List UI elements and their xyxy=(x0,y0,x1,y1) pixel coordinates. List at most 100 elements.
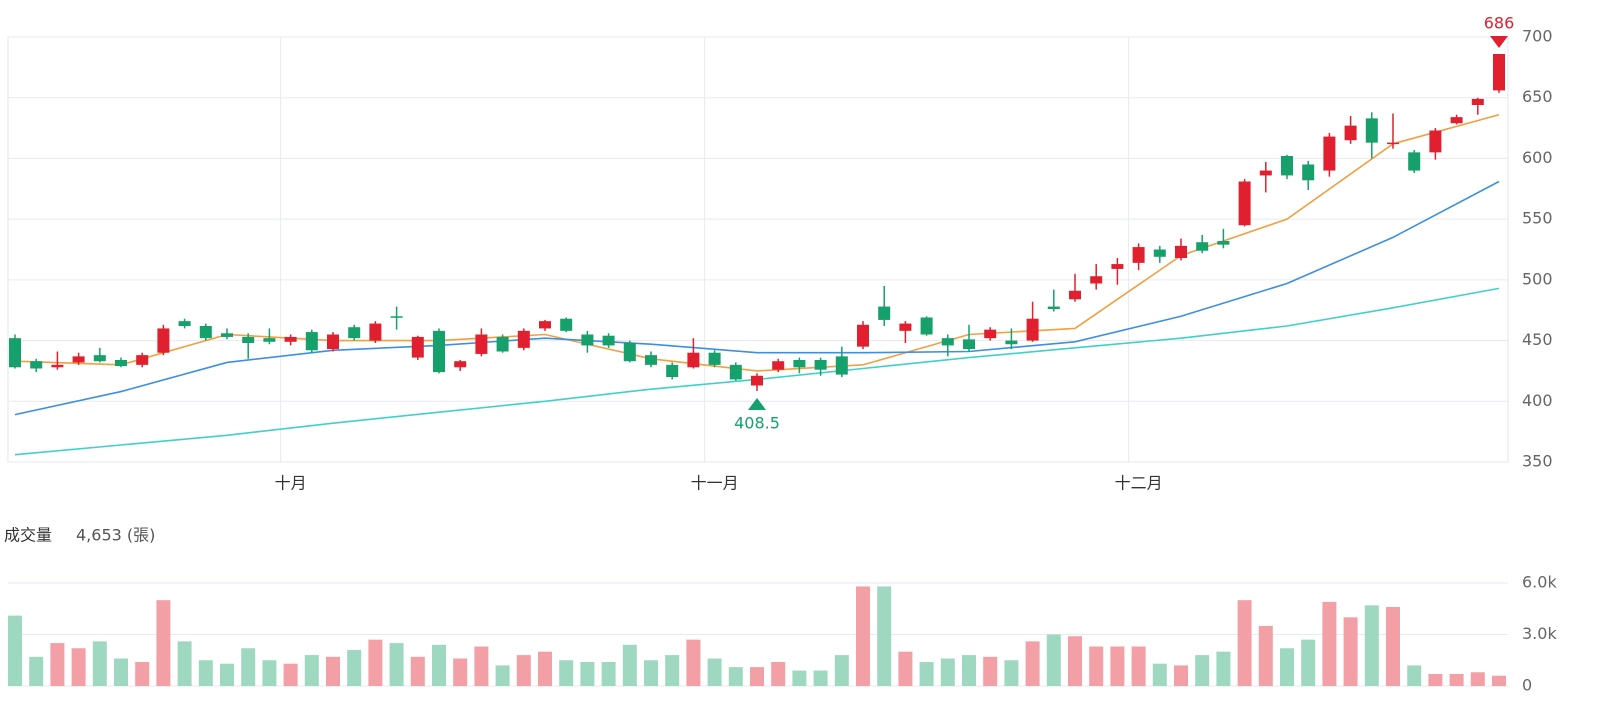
candle-body xyxy=(433,330,445,373)
candle-body xyxy=(1026,318,1039,341)
candle-body xyxy=(1302,164,1315,181)
candle-body xyxy=(623,343,636,362)
candle-body xyxy=(242,336,255,343)
volume-bar xyxy=(1237,600,1252,686)
candle-body xyxy=(899,323,912,331)
low-marker xyxy=(748,397,766,410)
volume-bar xyxy=(813,670,828,686)
volume-bar xyxy=(898,651,913,686)
x-tick-label: 十一月 xyxy=(691,474,739,493)
volume-bar xyxy=(1322,601,1337,686)
volume-bar xyxy=(622,644,637,686)
candle-body xyxy=(1153,249,1166,257)
candle-body xyxy=(327,334,339,350)
volume-bar xyxy=(686,639,701,686)
candle-body xyxy=(72,356,85,363)
volume-bar xyxy=(1492,675,1506,686)
candle-body xyxy=(1238,181,1251,226)
candle-body xyxy=(729,364,742,380)
y-tick-label: 3.0k xyxy=(1522,624,1557,643)
candle-body xyxy=(772,361,785,370)
volume-bar xyxy=(114,658,128,686)
volume-bar xyxy=(1280,648,1294,686)
volume-bar xyxy=(29,656,44,686)
candle-body xyxy=(1090,276,1103,284)
volume-bar xyxy=(940,658,955,686)
volume-bar xyxy=(1343,617,1358,686)
candle-body xyxy=(814,360,827,370)
price-frame xyxy=(7,36,1509,463)
volume-bar xyxy=(1068,636,1082,686)
volume-bar xyxy=(1174,665,1188,686)
candle-body xyxy=(157,328,170,353)
volume-bar xyxy=(1089,646,1104,686)
candle-body xyxy=(857,324,869,347)
y-tick-label: 350 xyxy=(1522,452,1553,471)
candle-body xyxy=(878,306,891,320)
y-tick-label: 700 xyxy=(1522,27,1553,46)
volume-bar xyxy=(516,655,531,686)
candle-body xyxy=(645,355,657,365)
volume-bar xyxy=(1004,660,1019,686)
candle-body xyxy=(1005,340,1018,345)
volume-bar xyxy=(347,649,362,686)
y-tick-label: 500 xyxy=(1522,269,1553,288)
volume-bar xyxy=(410,656,425,686)
volume-bar xyxy=(495,665,510,686)
candle-body xyxy=(369,323,382,341)
volume-bar xyxy=(474,646,489,686)
volume-bar xyxy=(919,661,934,686)
x-tick-label: 十月 xyxy=(275,474,307,493)
candle-body xyxy=(1450,117,1463,124)
candle-body xyxy=(390,316,403,318)
volume-bar xyxy=(1470,672,1485,686)
candle-body xyxy=(963,339,975,350)
candle-body xyxy=(941,338,954,346)
volume-bar xyxy=(1407,665,1422,686)
candle-body xyxy=(581,334,594,346)
volume-bar xyxy=(559,660,574,686)
volume-bar xyxy=(665,655,680,686)
candle-body xyxy=(1471,98,1484,105)
moving-average-line xyxy=(14,113,1500,372)
candle-body xyxy=(1175,245,1187,258)
volume-bar xyxy=(262,660,277,686)
volume-bar xyxy=(92,641,107,686)
volume-bar xyxy=(241,648,256,686)
candle-body xyxy=(984,329,997,339)
candle-body xyxy=(221,333,233,337)
candle-body xyxy=(1217,241,1230,245)
volume-bar xyxy=(856,586,870,686)
y-tick-label: 6.0k xyxy=(1522,573,1557,592)
volume-bar xyxy=(877,586,892,686)
candle-body xyxy=(1365,118,1378,143)
high-label: 686 xyxy=(1484,14,1515,33)
candle-body xyxy=(136,355,149,365)
low-label: 408.5 xyxy=(734,413,780,432)
volume-bar xyxy=(962,655,976,686)
volume-bar xyxy=(135,661,150,686)
volume-bar xyxy=(601,661,616,686)
candle-body xyxy=(602,335,615,346)
volume-bar xyxy=(389,643,404,686)
x-tick-label: 十二月 xyxy=(1115,474,1163,493)
candle-body xyxy=(305,332,318,351)
volume-bar xyxy=(983,656,998,686)
candle-body xyxy=(1196,242,1209,251)
volume-bar xyxy=(198,660,213,686)
volume-bar xyxy=(1428,673,1443,686)
candle-body xyxy=(1429,130,1442,153)
candle-body xyxy=(1259,170,1272,176)
volume-bar xyxy=(1258,625,1273,686)
volume-bar xyxy=(538,651,552,686)
high-marker xyxy=(1490,36,1508,48)
volume-bar xyxy=(177,641,192,686)
candle-body xyxy=(475,334,488,354)
volume-bar xyxy=(1046,634,1061,686)
candle-body xyxy=(560,318,573,331)
volume-bar xyxy=(728,667,743,686)
candle-body xyxy=(708,352,721,365)
volume-bar xyxy=(792,670,807,686)
candle-body xyxy=(793,360,806,368)
candle-body xyxy=(751,375,763,386)
